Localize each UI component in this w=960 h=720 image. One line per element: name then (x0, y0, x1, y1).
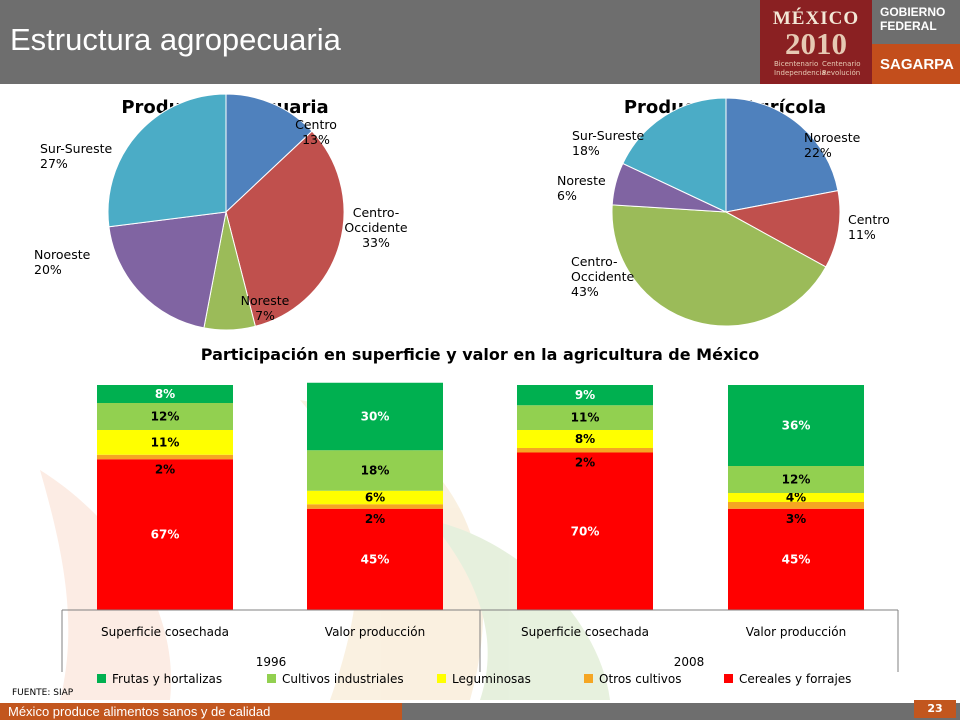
bar-label-cultivos-industriales-2: 18% (361, 464, 390, 478)
bar-label-otros-cultivos-1: 2% (155, 462, 175, 476)
pie-label-sur-sureste: Sur-Sureste 27% (40, 141, 113, 171)
bar-segment-frutas-y-hortalizas-1 (97, 385, 233, 403)
bar-label-leguminosas-4: 4% (786, 491, 806, 505)
bar-segment-otros-cultivos-2 (307, 504, 443, 509)
bar-label-cereales-y-forrajes-1: 67% (151, 528, 180, 542)
bar-label-otros-cultivos-2: 2% (365, 512, 385, 526)
pie-chart-1: Centro 13% Centro-Occidente 33% Noreste 7% Nor… (34, 93, 408, 331)
legend-label-otros-cultivos: Otros cultivos (599, 672, 682, 686)
bar-label-cereales-y-forrajes-2: 45% (361, 552, 390, 566)
pie-slice-centro-occidente (611, 204, 827, 327)
pie-label-centro-occidente: Centro-Occidente 33% (344, 205, 408, 250)
bar-segment-cultivos-industriales-1 (97, 403, 233, 430)
page-number-box: 23 (914, 700, 956, 718)
legend-label-frutas-y-hortalizas: Frutas y hortalizas (112, 672, 222, 686)
bar-label-cultivos-industriales-1: 12% (151, 410, 180, 424)
bar-segment-otros-cultivos-3 (517, 448, 653, 453)
bar-label-frutas-y-hortalizas-3: 9% (575, 388, 595, 402)
gobierno-federal-text: GOBIERNO FEDERAL (880, 5, 946, 33)
bar-segment-leguminosas-4 (728, 493, 864, 502)
logo-year-text: 2010 (785, 26, 847, 61)
bar-segment-cereales-y-forrajes-3 (517, 452, 653, 610)
bar-label-leguminosas-1: 11% (151, 435, 180, 449)
category-label-4: Valor producción (746, 625, 846, 639)
bar-segment-frutas-y-hortalizas-4 (728, 385, 864, 466)
bar-label-otros-cultivos-3: 2% (575, 456, 595, 470)
bar-segment-cereales-y-forrajes-4 (728, 508, 864, 610)
page-number: 23 (927, 702, 943, 715)
bar-segment-leguminosas-1 (97, 430, 233, 455)
bar-label-cereales-y-forrajes-3: 70% (571, 524, 600, 538)
category-label-2: Valor producción (325, 625, 425, 639)
bar-label-cereales-y-forrajes-4: 45% (782, 552, 811, 566)
pie-label-noreste: Noreste 7% (241, 293, 290, 323)
footer-text: México produce alimentos sanos y de cali… (8, 704, 271, 719)
bar-segment-otros-cultivos-4 (728, 502, 864, 509)
bar-segment-otros-cultivos-1 (97, 454, 233, 460)
bar-label-frutas-y-hortalizas-1: 8% (155, 387, 175, 401)
bar-label-leguminosas-3: 8% (575, 432, 595, 446)
bar-category-axis: Superficie cosechada Valor producción Supe… (61, 609, 899, 672)
group-label-2008: 2008 (674, 655, 705, 669)
pie-slice-noroeste (108, 211, 227, 329)
pie-label-sur-sureste: Sur-Sureste 18% (572, 128, 645, 158)
pie-slice-centro (225, 93, 313, 214)
bar-segment-cultivos-industriales-3 (517, 405, 653, 430)
category-label-3: Superficie cosechada (521, 625, 649, 639)
bar-segment-frutas-y-hortalizas-3 (517, 385, 653, 406)
legend-label-cultivos-industriales: Cultivos industriales (282, 672, 404, 686)
bar-segment-leguminosas-2 (307, 490, 443, 505)
legend-swatch-cultivos-industriales (267, 674, 276, 683)
pie-label-centro: Centro 11% (848, 212, 890, 242)
bar-label-leguminosas-2: 6% (365, 491, 385, 505)
page-title: Estructura agropecuaria (10, 22, 341, 57)
group-label-1996: 1996 (256, 655, 287, 669)
gobierno-federal-logo: GOBIERNO FEDERAL (872, 0, 960, 44)
legend-swatch-otros-cultivos (584, 674, 593, 683)
pie-label-noreste: Noreste 6% (557, 173, 606, 203)
pie-label-centro: Centro 13% (295, 117, 337, 147)
legend-swatch-leguminosas (437, 674, 446, 683)
pie-slice-noroeste (725, 97, 839, 213)
bar-segment-cereales-y-forrajes-2 (307, 508, 443, 610)
logo-sub-left: Bicentenario Independencia (774, 60, 826, 77)
bar-segment-cultivos-industriales-4 (728, 466, 864, 493)
bar-label-cultivos-industriales-3: 11% (571, 411, 600, 425)
logo-mexico-text: MÉXICO (772, 8, 860, 29)
bar-segment-leguminosas-3 (517, 430, 653, 448)
legend-swatch-frutas-y-hortalizas (97, 674, 106, 683)
pie-chart-2: Noroeste 22% Centro 11% Centro-Occidente 43% N… (557, 97, 890, 327)
bar-segment-cultivos-industriales-2 (307, 450, 443, 491)
bar-legend: Frutas y hortalizas Cultivos industriales… (97, 672, 851, 686)
footer-accent (0, 703, 402, 720)
sagarpa-logo: SAGARPA (872, 44, 960, 84)
legend-swatch-cereales-y-forrajes (724, 674, 733, 683)
category-label-1: Superficie cosechada (101, 625, 229, 639)
legend-label-leguminosas: Leguminosas (452, 672, 531, 686)
bar-chart-title: Participación en superficie y valor en l… (200, 345, 760, 364)
pie-label-noroeste: Noroeste 22% (804, 130, 861, 160)
bar-label-frutas-y-hortalizas-2: 30% (361, 410, 390, 424)
pie-slice-sur-sureste (107, 93, 227, 228)
pie-slice-centro-occidente (225, 130, 345, 327)
stacked-bar-chart: 67% 2% 11% 12% 8% 45% 2% 6% 18% 30% 70% 2% 8% 11% 9% 45… (61, 382, 899, 686)
pie-slice-centro (724, 190, 841, 268)
pie-label-centro-occidente: Centro-Occidente 43% (571, 254, 635, 299)
legend-label-cereales-y-forrajes: Cereales y forrajes (739, 672, 851, 686)
sagarpa-text: SAGARPA (880, 56, 954, 73)
logo-sub-right: Centenario Revolución (822, 60, 861, 77)
bar-segment-frutas-y-hortalizas-2 (307, 382, 443, 451)
pie-slice-sur-sureste (622, 97, 727, 213)
bar-label-otros-cultivos-4: 3% (786, 512, 806, 526)
mexico-2010-logo: MÉXICO 2010 Bicentenario Independencia C… (760, 0, 872, 84)
bar-segment-cereales-y-forrajes-1 (97, 459, 233, 610)
bar-label-frutas-y-hortalizas-4: 36% (782, 419, 811, 433)
pie-label-noroeste: Noroeste 20% (34, 247, 91, 277)
source-note: FUENTE: SIAP (12, 688, 74, 698)
bar-label-cultivos-industriales-4: 12% (782, 473, 811, 487)
